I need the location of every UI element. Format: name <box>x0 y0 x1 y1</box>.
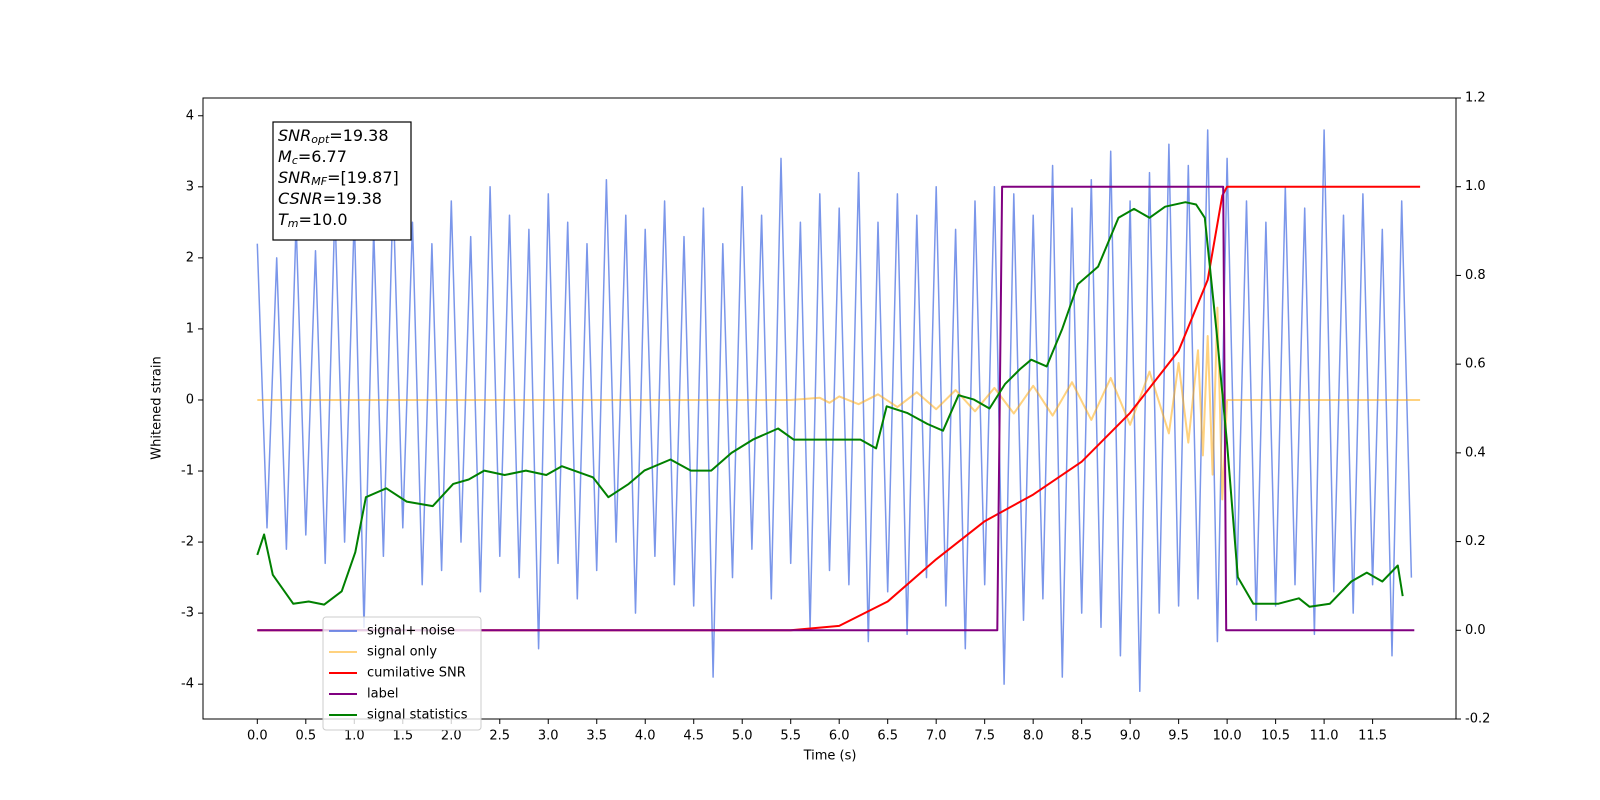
x-tick-label: 10.5 <box>1261 729 1290 744</box>
x-tick-label: 6.0 <box>829 729 850 744</box>
series-line <box>256 129 1413 693</box>
legend-label: signal statistics <box>367 708 468 723</box>
annotation-rest: =19.38 <box>329 126 388 145</box>
x-tick-label: 5.0 <box>732 729 753 744</box>
y-tick-label: 0 <box>186 392 194 407</box>
annotation-line: Mc=6.77 <box>278 147 347 168</box>
x-tick-label: 11.5 <box>1358 729 1387 744</box>
x-axis-label: Time (s) <box>803 749 857 764</box>
y-tick-label: -3 <box>181 606 194 621</box>
legend-box <box>322 616 482 731</box>
x-tick-label: 0.5 <box>295 729 316 744</box>
series-line <box>257 306 1421 501</box>
annotation-box <box>272 121 412 241</box>
annotation-rest: =[19.87] <box>327 168 399 187</box>
y2-tick-label: 0.0 <box>1465 623 1486 638</box>
annotation-line: SNRopt=19.38 <box>278 126 389 147</box>
x-tick-label: 1.0 <box>344 729 365 744</box>
annotation-sub: m <box>288 217 299 230</box>
annotation-main: T <box>278 210 289 229</box>
x-tick-label: 8.5 <box>1071 729 1092 744</box>
annotation-sub: opt <box>311 133 330 146</box>
y2-tick-label: 0.2 <box>1465 534 1486 549</box>
y-tick-label: 4 <box>186 108 194 123</box>
x-tick-label: 10.0 <box>1213 729 1242 744</box>
annotation-line: SNRMF=[19.87] <box>278 168 399 189</box>
annotation-line: CSNR=19.38 <box>278 189 382 208</box>
y-tick-label: 2 <box>186 250 194 265</box>
series-line <box>256 201 1404 608</box>
annotation-main: M <box>278 147 292 166</box>
annotation-main: SNR <box>278 168 311 187</box>
annotation-rest: =6.77 <box>298 147 347 166</box>
series-line <box>257 185 1415 632</box>
legend-label: signal only <box>367 645 437 660</box>
x-tick-label: 2.5 <box>489 729 510 744</box>
x-tick-label: 3.5 <box>586 729 607 744</box>
x-tick-label: 2.0 <box>441 729 462 744</box>
x-tick-label: 7.0 <box>926 729 947 744</box>
annotation-rest: =10.0 <box>299 210 348 229</box>
x-tick-label: 9.0 <box>1120 729 1141 744</box>
annotation-sub: MF <box>311 175 327 188</box>
x-tick-label: 1.5 <box>392 729 413 744</box>
x-tick-label: 5.5 <box>780 729 801 744</box>
legend-label: signal+ noise <box>367 624 455 639</box>
y2-tick-label: 0.4 <box>1465 445 1486 460</box>
y-tick-label: -2 <box>181 535 194 550</box>
x-tick-label: 4.5 <box>683 729 704 744</box>
y2-tick-label: 0.6 <box>1465 357 1486 372</box>
annotation-rest: =19.38 <box>323 189 382 208</box>
y-tick-label: 1 <box>186 321 194 336</box>
x-tick-label: 11.0 <box>1310 729 1339 744</box>
annotation-main: CSNR <box>278 189 323 208</box>
x-tick-label: 0.0 <box>247 729 268 744</box>
axes-frame <box>202 97 1457 720</box>
x-tick-label: 9.5 <box>1168 729 1189 744</box>
plot-area <box>256 129 1421 693</box>
y-tick-label: -1 <box>181 464 194 479</box>
y-tick-label: 3 <box>186 179 194 194</box>
x-tick-label: 3.0 <box>538 729 559 744</box>
y2-tick-label: 0.8 <box>1465 268 1486 283</box>
y-tick-label: -4 <box>181 677 194 692</box>
y2-tick-label: 1.2 <box>1465 91 1486 106</box>
y-axis-label: Whitened strain <box>150 356 165 459</box>
x-tick-label: 4.0 <box>635 729 656 744</box>
y2-tick-label: 1.0 <box>1465 179 1486 194</box>
x-tick-label: 7.5 <box>974 729 995 744</box>
annotation-sub: c <box>292 154 298 167</box>
annotation-main: SNR <box>278 126 311 145</box>
annotation-line: Tm=10.0 <box>278 210 348 231</box>
legend-label: cumilative SNR <box>367 666 466 681</box>
x-tick-label: 8.0 <box>1023 729 1044 744</box>
series-line <box>257 185 1421 632</box>
legend-label: label <box>367 687 398 702</box>
x-tick-label: 6.5 <box>877 729 898 744</box>
y2-tick-label: -0.2 <box>1465 712 1490 727</box>
